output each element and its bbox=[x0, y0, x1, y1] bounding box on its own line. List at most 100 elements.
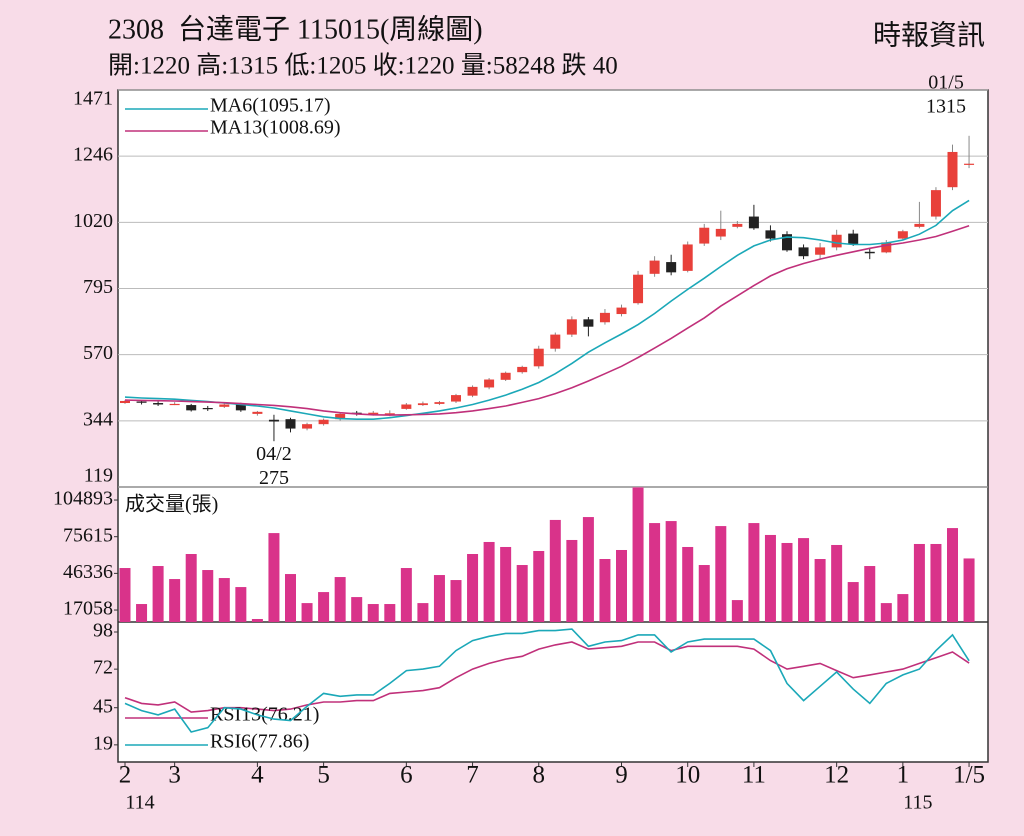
y-tick-label: 46336 bbox=[63, 561, 113, 583]
bar bbox=[218, 578, 230, 622]
legend-label: RSI13(76.21) bbox=[210, 704, 319, 726]
candle-body bbox=[235, 403, 246, 411]
candle-body bbox=[335, 413, 346, 420]
candle-body bbox=[798, 247, 809, 257]
annotation-value: 1315 bbox=[926, 95, 966, 117]
bar bbox=[467, 553, 479, 622]
candle-body bbox=[533, 348, 544, 367]
x-tick-label: 1 bbox=[897, 762, 910, 789]
candle-body bbox=[881, 242, 892, 253]
series-line bbox=[124, 199, 970, 420]
x-tick-label: 10 bbox=[675, 762, 700, 789]
x-tick-label: 12 bbox=[824, 762, 849, 789]
x-tick-label: 11 bbox=[742, 762, 766, 789]
y-tick-label: 45 bbox=[93, 695, 113, 717]
bar bbox=[665, 521, 677, 622]
bar bbox=[698, 565, 710, 622]
bar bbox=[136, 604, 148, 622]
x-tick-label: 8 bbox=[533, 762, 546, 789]
candle-body bbox=[715, 228, 726, 237]
bar bbox=[831, 544, 843, 622]
bar bbox=[632, 487, 644, 622]
candle-body bbox=[550, 334, 561, 349]
annotation-date: 01/5 bbox=[928, 71, 964, 93]
y-tick-label: 98 bbox=[93, 620, 113, 642]
x-tick-label: 5 bbox=[317, 762, 330, 789]
bar bbox=[715, 526, 727, 622]
candle-body bbox=[815, 247, 826, 255]
bar bbox=[798, 538, 810, 622]
x-tick-label: 3 bbox=[168, 762, 181, 789]
bar bbox=[516, 565, 528, 622]
candle-body bbox=[699, 227, 710, 244]
bar bbox=[566, 539, 578, 622]
candle-body bbox=[268, 419, 279, 422]
bar bbox=[963, 558, 975, 622]
legend-label: MA6(1095.17) bbox=[210, 95, 331, 117]
candle-body bbox=[169, 403, 180, 406]
bar bbox=[152, 566, 164, 622]
bar bbox=[500, 546, 512, 622]
bar bbox=[549, 519, 561, 622]
x-year-label: 114 bbox=[125, 792, 154, 814]
candle-body bbox=[782, 234, 792, 251]
x-tick-label: 7 bbox=[466, 762, 479, 789]
candle-body bbox=[947, 151, 958, 188]
bar bbox=[947, 528, 958, 622]
plot-area bbox=[117, 89, 989, 763]
bar bbox=[433, 575, 445, 622]
bar bbox=[318, 592, 330, 622]
chart-title: 2308 台達電子 115015(周線圖) bbox=[108, 13, 483, 45]
y-tick-label: 19 bbox=[93, 732, 113, 754]
candle-body bbox=[451, 395, 461, 402]
candle-body bbox=[930, 190, 941, 217]
bar bbox=[599, 559, 611, 622]
source: 時報資訊 bbox=[873, 19, 985, 51]
bar bbox=[119, 568, 131, 622]
bar bbox=[384, 604, 396, 622]
candle-body bbox=[500, 372, 511, 380]
bar bbox=[202, 570, 214, 622]
series-line bbox=[124, 628, 970, 733]
candle-body bbox=[302, 424, 313, 429]
x-tick-label: 6 bbox=[400, 762, 413, 789]
bar bbox=[285, 574, 296, 622]
y-tick-label: 119 bbox=[84, 465, 113, 487]
candle-body bbox=[914, 223, 925, 227]
candle-body bbox=[202, 408, 213, 410]
candle-body bbox=[848, 233, 859, 245]
y-tick-label: 75615 bbox=[63, 524, 113, 546]
candle-body bbox=[186, 405, 197, 411]
bar bbox=[582, 517, 594, 622]
candle-body bbox=[964, 163, 975, 165]
y-tick-label: 1246 bbox=[73, 144, 113, 166]
bar bbox=[880, 603, 892, 622]
bar bbox=[682, 546, 694, 622]
candle-body bbox=[517, 366, 528, 373]
bar bbox=[268, 533, 280, 622]
y-tick-label: 17058 bbox=[63, 598, 113, 620]
candle-body bbox=[252, 411, 263, 414]
x-year-label: 115 bbox=[903, 792, 932, 814]
y-tick-label: 72 bbox=[93, 657, 113, 679]
candle-body bbox=[666, 262, 677, 273]
series-line bbox=[124, 225, 970, 416]
series-line bbox=[124, 641, 970, 713]
y-tick-label: 104893 bbox=[53, 488, 113, 510]
bar bbox=[748, 523, 760, 622]
candle-body bbox=[831, 234, 842, 248]
bar bbox=[417, 603, 429, 622]
y-tick-label: 570 bbox=[83, 342, 113, 364]
candle-body bbox=[120, 400, 130, 404]
panel-title: 成交量(張) bbox=[125, 493, 218, 516]
candle-body bbox=[599, 312, 610, 323]
bar bbox=[930, 543, 942, 622]
x-tick-label: 1/5 bbox=[953, 762, 985, 789]
legend-label: MA13(1008.69) bbox=[210, 117, 341, 139]
bar bbox=[847, 582, 859, 622]
bar bbox=[913, 543, 925, 622]
bar bbox=[185, 553, 197, 622]
y-tick-label: 795 bbox=[83, 276, 113, 298]
bar bbox=[781, 542, 793, 622]
bar bbox=[649, 523, 661, 622]
